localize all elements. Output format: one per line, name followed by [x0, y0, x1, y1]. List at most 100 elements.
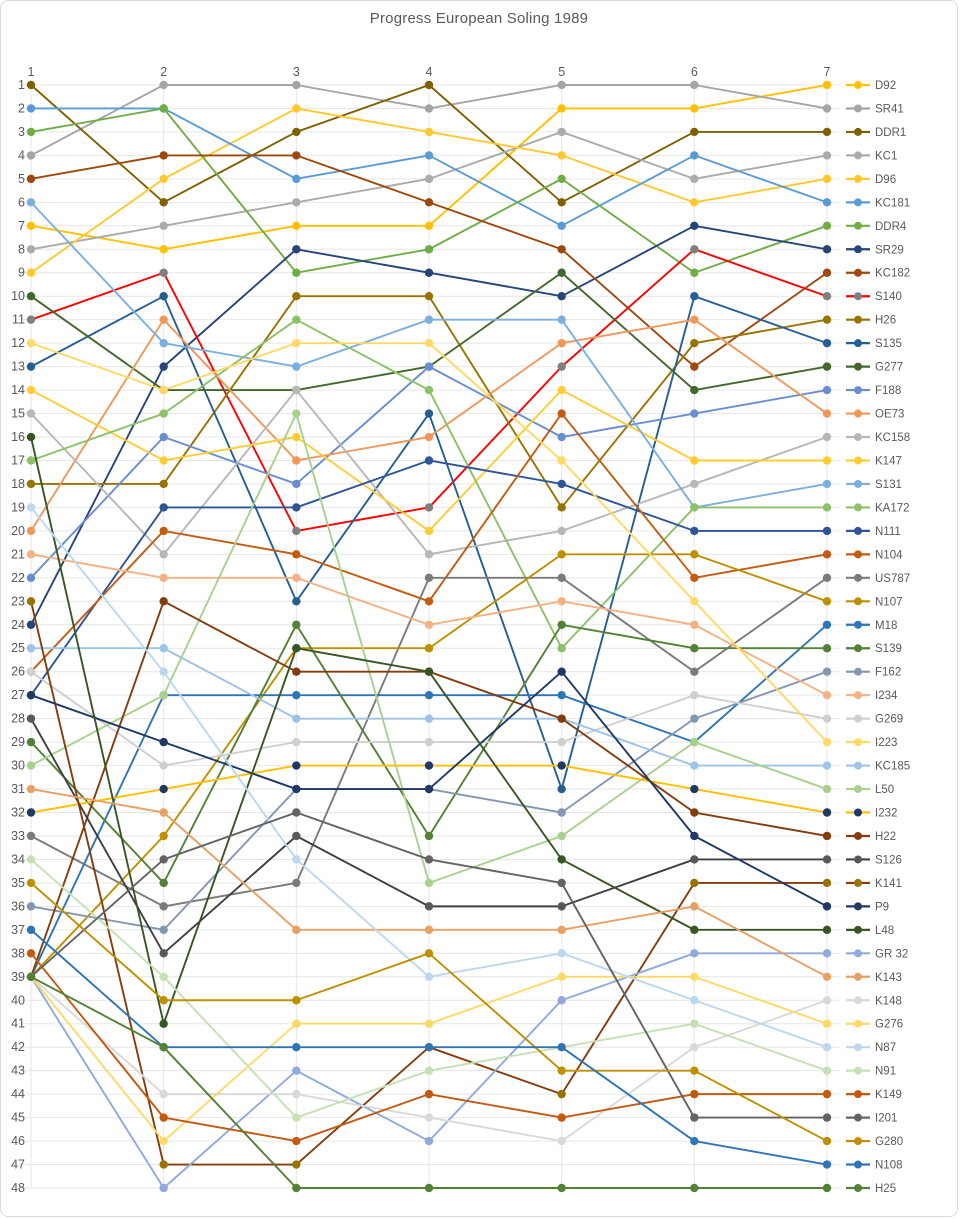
data-point [690, 292, 699, 301]
legend-label: G280 [875, 1136, 903, 1148]
legend-item-KA172: KA172 [846, 502, 910, 514]
legend-marker-swatch [854, 996, 862, 1005]
data-point [159, 432, 168, 442]
legend-marker-swatch [854, 1184, 862, 1192]
data-point [292, 737, 301, 747]
data-point [822, 808, 832, 817]
series-L50 [26, 409, 832, 888]
data-point [690, 620, 699, 629]
data-point [159, 198, 168, 207]
data-point [292, 644, 301, 653]
legend-item-F162: F162 [846, 667, 901, 679]
data-point [822, 456, 832, 465]
data-point [424, 80, 434, 90]
legend-label: I201 [875, 1113, 897, 1125]
legend-marker-swatch [854, 1066, 862, 1075]
data-point [557, 925, 566, 935]
data-point [292, 198, 301, 207]
data-point [292, 620, 301, 629]
data-point [159, 878, 168, 888]
data-point [822, 644, 832, 653]
legend-marker-swatch [854, 1137, 862, 1146]
data-point [822, 878, 832, 888]
data-point [159, 1160, 168, 1169]
legend-marker-swatch [854, 268, 862, 277]
data-point [557, 878, 566, 888]
data-point [159, 245, 168, 254]
data-point [690, 1089, 699, 1099]
data-point [424, 362, 434, 371]
data-point [822, 925, 832, 935]
data-point [690, 385, 699, 395]
series-S139 [26, 620, 832, 888]
data-point [822, 550, 832, 559]
legend-marker-swatch [854, 292, 862, 301]
legend-item-S126: S126 [846, 854, 902, 866]
data-point [690, 855, 699, 864]
data-point [690, 690, 699, 700]
y-tick-label: 20 [11, 524, 25, 538]
data-point [690, 1042, 699, 1052]
data-point [26, 644, 36, 653]
legend-marker-swatch [854, 620, 862, 629]
data-point [822, 315, 832, 324]
data-point [690, 409, 699, 418]
data-point [424, 1066, 434, 1075]
data-point [822, 432, 832, 442]
data-point [159, 550, 168, 559]
data-point [292, 550, 301, 559]
data-point [159, 573, 168, 583]
data-point [557, 761, 566, 770]
data-point [822, 198, 832, 207]
data-point [159, 972, 168, 981]
data-point [690, 174, 699, 184]
data-point [424, 690, 434, 700]
data-point [292, 151, 301, 160]
legend-item-S140: S140 [846, 291, 902, 303]
y-tick-label: 35 [11, 876, 25, 890]
y-tick-label: 15 [11, 407, 25, 421]
data-point [292, 385, 301, 395]
legend-marker-swatch [854, 667, 862, 676]
data-point [690, 949, 699, 958]
data-point [26, 362, 36, 371]
data-point [424, 292, 434, 301]
data-point [690, 902, 699, 911]
data-point [690, 151, 699, 160]
data-point [690, 1113, 699, 1122]
data-point [424, 597, 434, 606]
legend-label: I234 [875, 690, 898, 702]
y-tick-label: 11 [12, 313, 25, 327]
data-point [292, 292, 301, 301]
data-point [557, 667, 566, 676]
data-point [292, 808, 301, 817]
series-SR29 [26, 221, 832, 629]
legend-label: D92 [875, 80, 896, 92]
data-point [557, 855, 566, 864]
data-point [159, 737, 168, 747]
legend-item-H25: H25 [846, 1183, 896, 1195]
data-point [557, 151, 566, 160]
y-tick-label: 40 [11, 993, 25, 1007]
data-point [557, 503, 566, 512]
x-tick-label: 1 [28, 65, 35, 79]
data-point [424, 221, 434, 231]
data-point [557, 1089, 566, 1099]
data-point [159, 456, 168, 465]
data-point [690, 972, 699, 981]
data-point [424, 644, 434, 653]
data-point [557, 80, 566, 90]
data-point [292, 1113, 301, 1122]
data-point [557, 1113, 566, 1122]
data-point [292, 784, 301, 794]
series-US787 [26, 573, 832, 911]
data-point [690, 1066, 699, 1075]
data-point [26, 667, 36, 676]
data-point [159, 362, 168, 371]
data-point [822, 972, 832, 981]
data-point [690, 996, 699, 1005]
data-point [424, 925, 434, 935]
legend-label: G277 [875, 362, 903, 374]
legend-item-KC158: KC158 [846, 432, 910, 444]
data-point [690, 644, 699, 653]
